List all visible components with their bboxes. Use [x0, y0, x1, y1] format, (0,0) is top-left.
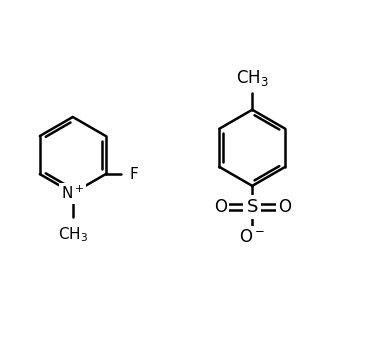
Text: S: S	[246, 198, 258, 216]
Text: CH$_3$: CH$_3$	[236, 68, 269, 88]
Text: O: O	[278, 198, 291, 216]
Text: F: F	[129, 167, 138, 182]
Text: CH$_3$: CH$_3$	[58, 226, 88, 244]
Text: O$^-$: O$^-$	[239, 228, 265, 246]
Text: O: O	[214, 198, 227, 216]
Text: N$^+$: N$^+$	[61, 184, 85, 202]
